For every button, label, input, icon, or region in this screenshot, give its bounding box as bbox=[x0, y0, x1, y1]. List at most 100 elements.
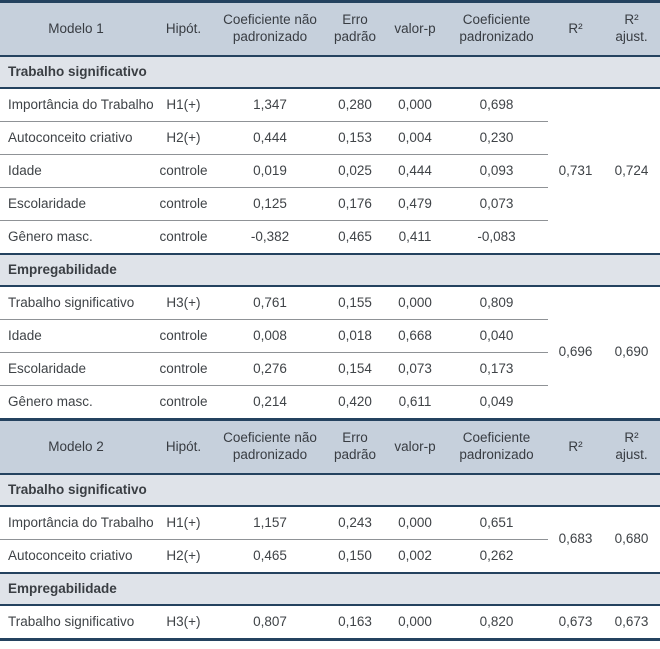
cell-beta: 0,230 bbox=[445, 121, 548, 155]
model2-title: Modelo 2 bbox=[0, 418, 152, 475]
cell-hipot: H2(+) bbox=[152, 121, 215, 155]
cell-r2-ajust: 0,673 bbox=[603, 605, 660, 641]
table-row: Trabalho significativo H3(+) 0,761 0,155… bbox=[0, 286, 660, 420]
section-header: Empregabilidade bbox=[0, 253, 660, 287]
cell-beta: 0,820 bbox=[445, 605, 548, 641]
cell-valor-p: 0,668 bbox=[385, 319, 445, 353]
cell-hipot: H2(+) bbox=[152, 539, 215, 573]
cell-erro: 0,025 bbox=[325, 154, 385, 188]
table-row: Escolaridade controle 0,276 0,154 0,073 … bbox=[0, 352, 660, 386]
cell-hipot: controle bbox=[152, 352, 215, 386]
cell-coef: 1,157 bbox=[215, 506, 325, 540]
cell-valor-p: 0,000 bbox=[385, 506, 445, 540]
table-row: Importância do Trabalho H1(+) 1,347 0,28… bbox=[0, 88, 660, 254]
cell-r2-ajust: 0,724 bbox=[603, 88, 660, 254]
cell-label: Autoconceito criativo bbox=[0, 539, 152, 573]
cell-coef: 0,761 bbox=[215, 286, 325, 320]
column-header-r2: R² bbox=[548, 418, 603, 475]
section-header: Empregabilidade bbox=[0, 572, 660, 606]
cell-coef: 0,214 bbox=[215, 385, 325, 420]
table-row: Autoconceito criativo H2(+) 0,465 0,150 … bbox=[0, 539, 660, 573]
cell-r2: 0,673 bbox=[548, 605, 603, 641]
cell-valor-p: 0,073 bbox=[385, 352, 445, 386]
cell-coef: 0,276 bbox=[215, 352, 325, 386]
cell-label: Autoconceito criativo bbox=[0, 121, 152, 155]
cell-beta: -0,083 bbox=[445, 220, 548, 254]
cell-r2-ajust: 0,680 bbox=[603, 506, 660, 573]
column-header-erro-padrao: Erro padrão bbox=[325, 418, 385, 475]
cell-beta: 0,173 bbox=[445, 352, 548, 386]
cell-coef: 0,008 bbox=[215, 319, 325, 353]
cell-erro: 0,154 bbox=[325, 352, 385, 386]
column-header-r2: R² bbox=[548, 0, 603, 57]
cell-coef: 0,125 bbox=[215, 187, 325, 221]
cell-hipot: controle bbox=[152, 385, 215, 420]
cell-erro: 0,176 bbox=[325, 187, 385, 221]
cell-coef: 0,807 bbox=[215, 605, 325, 641]
cell-r2: 0,731 bbox=[548, 88, 603, 254]
column-header-erro-padrao: Erro padrão bbox=[325, 0, 385, 57]
cell-label: Escolaridade bbox=[0, 352, 152, 386]
cell-beta: 0,262 bbox=[445, 539, 548, 573]
cell-label: Trabalho significativo bbox=[0, 286, 152, 320]
column-header-valor-p: valor-p bbox=[385, 418, 445, 475]
cell-valor-p: 0,479 bbox=[385, 187, 445, 221]
column-header-hipot: Hipót. bbox=[152, 0, 215, 57]
model1-title: Modelo 1 bbox=[0, 0, 152, 57]
column-header-r2-ajust: R² ajust. bbox=[603, 418, 660, 475]
cell-valor-p: 0,000 bbox=[385, 88, 445, 122]
section-title: Empregabilidade bbox=[0, 572, 660, 606]
cell-valor-p: 0,004 bbox=[385, 121, 445, 155]
cell-label: Idade bbox=[0, 154, 152, 188]
column-header-coef-nao-padronizado: Coeficiente não padronizado bbox=[215, 418, 325, 475]
section-title: Trabalho significativo bbox=[0, 473, 660, 507]
cell-erro: 0,153 bbox=[325, 121, 385, 155]
cell-beta: 0,698 bbox=[445, 88, 548, 122]
cell-hipot: controle bbox=[152, 220, 215, 254]
cell-hipot: H1(+) bbox=[152, 506, 215, 540]
cell-r2: 0,696 bbox=[548, 286, 603, 420]
section-header: Trabalho significativo bbox=[0, 55, 660, 89]
cell-beta: 0,651 bbox=[445, 506, 548, 540]
cell-erro: 0,243 bbox=[325, 506, 385, 540]
column-header-coef-padronizado: Coeficiente padronizado bbox=[445, 0, 548, 57]
cell-valor-p: 0,611 bbox=[385, 385, 445, 420]
table-row: Gênero masc. controle -0,382 0,465 0,411… bbox=[0, 220, 660, 254]
cell-hipot: H3(+) bbox=[152, 605, 215, 641]
table-row: Trabalho significativo H3(+) 0,807 0,163… bbox=[0, 605, 660, 641]
model1-header-row: Modelo 1 Hipót. Coeficiente não padroniz… bbox=[0, 0, 660, 57]
cell-valor-p: 0,411 bbox=[385, 220, 445, 254]
cell-beta: 0,809 bbox=[445, 286, 548, 320]
cell-coef: 1,347 bbox=[215, 88, 325, 122]
cell-hipot: controle bbox=[152, 187, 215, 221]
cell-coef: -0,382 bbox=[215, 220, 325, 254]
cell-label: Importância do Trabalho bbox=[0, 88, 154, 122]
cell-coef: 0,465 bbox=[215, 539, 325, 573]
cell-beta: 0,049 bbox=[445, 385, 548, 420]
column-header-r2-ajust: R² ajust. bbox=[603, 0, 660, 57]
cell-erro: 0,420 bbox=[325, 385, 385, 420]
cell-erro: 0,280 bbox=[325, 88, 385, 122]
cell-coef: 0,019 bbox=[215, 154, 325, 188]
cell-hipot: controle bbox=[152, 319, 215, 353]
cell-beta: 0,093 bbox=[445, 154, 548, 188]
cell-r2-ajust: 0,690 bbox=[603, 286, 660, 420]
model2-header-row: Modelo 2 Hipót. Coeficiente não padroniz… bbox=[0, 418, 660, 475]
section-title: Empregabilidade bbox=[0, 253, 660, 287]
table-row: Idade controle 0,008 0,018 0,668 0,040 bbox=[0, 319, 660, 353]
section-header: Trabalho significativo bbox=[0, 473, 660, 507]
cell-hipot: controle bbox=[152, 154, 215, 188]
cell-valor-p: 0,002 bbox=[385, 539, 445, 573]
column-header-coef-padronizado: Coeficiente padronizado bbox=[445, 418, 548, 475]
cell-hipot: H3(+) bbox=[152, 286, 215, 320]
cell-erro: 0,150 bbox=[325, 539, 385, 573]
cell-erro: 0,155 bbox=[325, 286, 385, 320]
cell-label: Trabalho significativo bbox=[0, 605, 152, 641]
table-row: Idade controle 0,019 0,025 0,444 0,093 bbox=[0, 154, 660, 188]
cell-valor-p: 0,000 bbox=[385, 605, 445, 641]
cell-beta: 0,073 bbox=[445, 187, 548, 221]
cell-erro: 0,163 bbox=[325, 605, 385, 641]
table-row: Gênero masc. controle 0,214 0,420 0,611 … bbox=[0, 385, 660, 420]
cell-erro: 0,018 bbox=[325, 319, 385, 353]
